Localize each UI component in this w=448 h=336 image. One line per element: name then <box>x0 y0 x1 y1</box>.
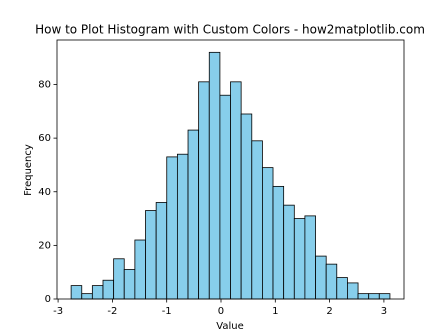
bar <box>123 269 136 300</box>
bar <box>347 282 359 300</box>
bar <box>70 285 83 300</box>
bar <box>208 51 221 300</box>
x-tick-label: -2 <box>107 306 117 317</box>
x-tick-label: -3 <box>53 306 63 317</box>
bar <box>102 279 115 300</box>
bar <box>240 113 253 300</box>
bar <box>378 293 391 300</box>
y-tick-label: 0 <box>45 294 51 305</box>
bar <box>230 81 242 300</box>
bar <box>134 239 146 300</box>
x-tick-label: 1 <box>272 306 278 317</box>
x-tick-label: 0 <box>218 306 224 317</box>
y-tick-label: 20 <box>38 240 51 251</box>
x-axis-label: Value <box>216 321 243 332</box>
bar <box>336 277 348 300</box>
chart-title: How to Plot Histogram with Custom Colors… <box>35 23 425 37</box>
bar <box>91 285 104 300</box>
y-tick-label: 60 <box>38 133 51 144</box>
x-tick-label: 3 <box>381 306 387 317</box>
bar <box>357 293 370 300</box>
bar <box>262 167 274 300</box>
x-tick-label: 2 <box>326 306 332 317</box>
bar <box>81 293 93 300</box>
bar <box>315 255 327 300</box>
bar <box>155 202 168 300</box>
bar <box>198 81 210 300</box>
bar <box>272 185 285 300</box>
bar <box>368 293 380 300</box>
bar <box>145 210 157 300</box>
bar <box>113 258 125 300</box>
bar <box>187 129 200 300</box>
bar <box>304 215 316 300</box>
bar <box>325 263 338 300</box>
bar <box>176 153 189 300</box>
bar <box>219 94 231 300</box>
y-axis-label: Frequency <box>23 144 34 196</box>
plot-frame <box>56 39 405 300</box>
bar <box>166 156 178 300</box>
y-tick-label: 80 <box>38 80 51 91</box>
bar <box>293 218 306 300</box>
bar <box>283 204 295 300</box>
y-tick-label: 40 <box>38 187 51 198</box>
bar <box>251 140 263 300</box>
x-tick-label: -1 <box>162 306 172 317</box>
